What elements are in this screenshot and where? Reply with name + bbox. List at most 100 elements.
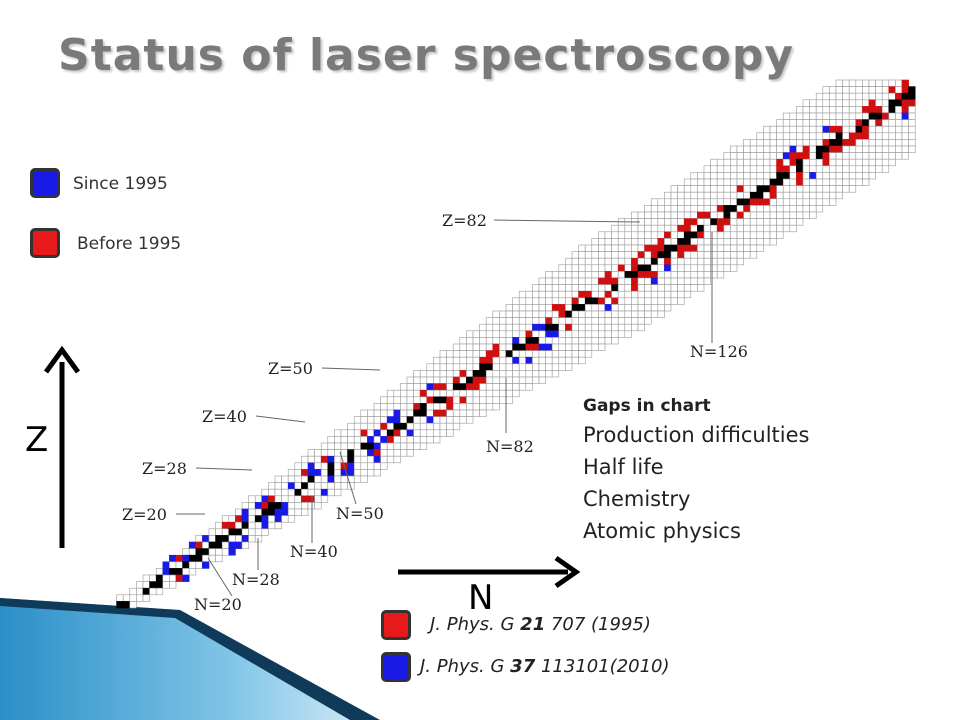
nuclide-cell bbox=[565, 304, 573, 312]
nuclide-cell bbox=[743, 158, 751, 167]
nuclide-cell bbox=[730, 264, 738, 272]
nuclide-cell bbox=[664, 304, 672, 312]
nuclide-cell bbox=[301, 469, 309, 477]
nuclide-cell bbox=[901, 145, 909, 153]
nuclide-cell bbox=[261, 488, 269, 497]
nuclide-cell bbox=[472, 343, 480, 351]
nuclide-cell bbox=[650, 277, 659, 285]
nuclide-cell bbox=[241, 508, 249, 516]
nuclide-cell bbox=[406, 429, 414, 437]
nuclide-cell bbox=[822, 145, 830, 153]
nuclide-cell bbox=[360, 429, 368, 437]
nuclide-cell bbox=[782, 191, 791, 200]
nuclide-cell bbox=[367, 422, 375, 431]
nuclide-cell bbox=[254, 508, 263, 516]
nuclide-cell bbox=[221, 521, 230, 530]
nuclide-cell bbox=[406, 436, 414, 444]
nuclide-cell bbox=[842, 125, 850, 134]
nuclide-cell bbox=[512, 304, 520, 312]
nuclide-cell bbox=[426, 383, 434, 391]
nuclide-cell bbox=[307, 488, 315, 497]
nuclide-cell bbox=[809, 205, 817, 213]
nuclide-cell bbox=[532, 290, 540, 299]
nuclide-cell bbox=[677, 205, 685, 213]
nuclide-cell bbox=[670, 205, 678, 213]
nuclide-cell bbox=[895, 139, 903, 147]
nuclide-cell bbox=[340, 482, 348, 490]
nuclide-cell bbox=[769, 152, 777, 160]
nuclide-cell bbox=[413, 442, 421, 450]
nuclide-cell bbox=[743, 205, 751, 213]
nuclide-cell bbox=[842, 185, 850, 193]
nuclide-cell bbox=[789, 119, 797, 127]
nuclide-cell bbox=[802, 112, 810, 120]
nuclide-cell bbox=[815, 139, 824, 147]
nuclide-cell bbox=[736, 185, 744, 193]
nuclide-cell bbox=[875, 165, 883, 173]
nuclide-cell bbox=[545, 304, 553, 312]
label-z20: Z=20 bbox=[122, 505, 167, 524]
nuclide-cell bbox=[512, 350, 520, 358]
nuclide-cell bbox=[604, 264, 612, 272]
nuclide-cell bbox=[743, 191, 751, 200]
nuclide-cell bbox=[796, 139, 804, 147]
nuclide-cell bbox=[895, 145, 903, 153]
nuclide-cell bbox=[505, 383, 513, 391]
nuclide-cell bbox=[617, 290, 626, 299]
nuclide-cell bbox=[631, 264, 639, 272]
nuclide-cell bbox=[617, 330, 626, 338]
nuclide-cell bbox=[598, 284, 606, 292]
nuclide-cell bbox=[888, 158, 896, 167]
nuclide-cell bbox=[340, 436, 348, 444]
nuclide-cell bbox=[631, 238, 639, 246]
nuclide-cell bbox=[848, 125, 857, 134]
nuclide-cell bbox=[162, 574, 170, 582]
nuclide-cell bbox=[829, 172, 837, 180]
nuclide-cell bbox=[281, 508, 289, 516]
nuclide-cell bbox=[848, 119, 857, 127]
nuclide-cell bbox=[142, 574, 150, 582]
nuclide-cell bbox=[736, 238, 744, 246]
nuclide-cell bbox=[452, 403, 461, 411]
nuclide-cell bbox=[796, 211, 804, 219]
nuclide-cell bbox=[380, 436, 388, 444]
nuclide-cell bbox=[730, 145, 738, 153]
nuclide-cell bbox=[664, 231, 672, 239]
nuclide-cell bbox=[400, 403, 408, 411]
nuclide-cell bbox=[829, 178, 837, 186]
nuclide-cell bbox=[776, 224, 784, 233]
nuclide-cell bbox=[703, 211, 711, 219]
nuclide-cell bbox=[611, 257, 619, 266]
nuclide-cell bbox=[426, 409, 434, 417]
nuclide-cell bbox=[611, 337, 619, 345]
nuclide-cell bbox=[650, 198, 659, 206]
nuclide-cell bbox=[842, 132, 850, 140]
nuclide-cell bbox=[796, 172, 804, 180]
nuclide-cell bbox=[446, 429, 454, 437]
nuclide-cell bbox=[697, 185, 705, 193]
nuclide-cell bbox=[644, 238, 652, 246]
nuclide-cell bbox=[558, 350, 566, 358]
nuclide-cell bbox=[598, 264, 606, 272]
nuclide-cell bbox=[485, 337, 494, 345]
nuclide-cell bbox=[386, 449, 395, 457]
nuclide-cell bbox=[518, 363, 527, 371]
nuclide-cell bbox=[208, 541, 216, 549]
nuclide-cell bbox=[525, 350, 533, 358]
nuclide-cell bbox=[875, 99, 883, 107]
nuclide-cell bbox=[617, 323, 626, 332]
nuclide-cell bbox=[545, 343, 553, 351]
nuclide-cell bbox=[485, 396, 494, 404]
label-n40: N=40 bbox=[290, 542, 338, 561]
nuclide-cell bbox=[551, 304, 560, 312]
nuclide-cell bbox=[512, 376, 520, 384]
nuclide-cell bbox=[862, 112, 870, 120]
nuclide-cell bbox=[452, 409, 461, 417]
nuclide-cell bbox=[782, 165, 791, 173]
nuclide-cell bbox=[690, 185, 698, 193]
nuclide-cell bbox=[274, 482, 282, 490]
nuclide-cell bbox=[591, 284, 599, 292]
nuclide-cell bbox=[631, 304, 639, 312]
nuclide-cell bbox=[558, 290, 566, 299]
nuclide-cell bbox=[565, 323, 573, 332]
